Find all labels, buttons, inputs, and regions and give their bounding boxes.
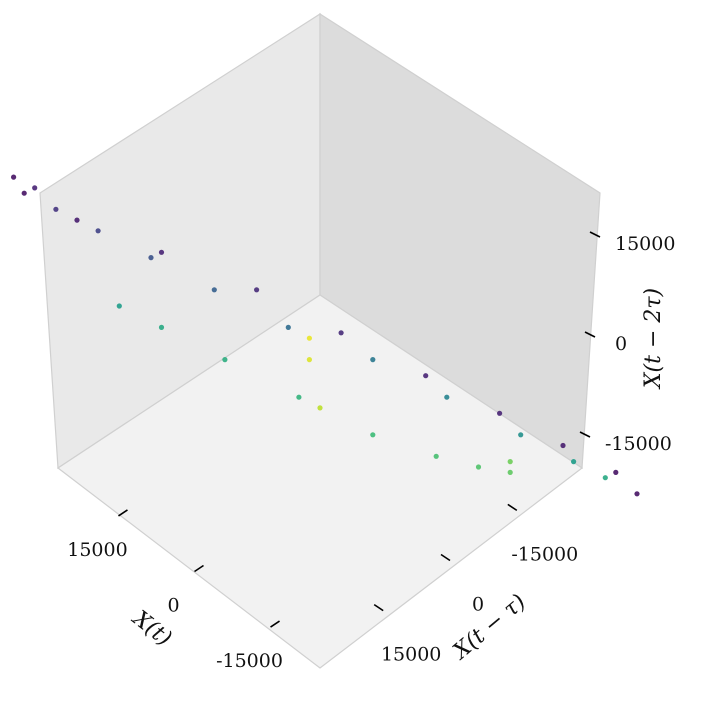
scatter-points	[11, 174, 640, 497]
y-axis-tick	[373, 603, 384, 612]
scatter-point	[116, 303, 122, 309]
scatter-point	[370, 432, 376, 438]
scatter-point	[254, 287, 260, 293]
scatter-point	[222, 357, 228, 363]
scatter-point	[317, 405, 323, 411]
z-axis-tick	[584, 331, 596, 338]
scatter-point	[370, 357, 376, 363]
scatter-point	[296, 394, 302, 400]
scatter-point	[285, 324, 291, 330]
scatter-point	[11, 174, 17, 180]
scatter-point	[95, 228, 101, 234]
scatter-point	[571, 459, 577, 465]
x-axis-tick	[270, 620, 280, 628]
scatter-point	[560, 442, 566, 449]
back-panes	[39, 12, 601, 669]
x-axis-tick-label: 15000	[67, 539, 127, 561]
scatter-point	[148, 255, 154, 261]
y-axis-tick-label: 0	[472, 594, 484, 616]
scatter-point	[158, 249, 165, 255]
scatter-point	[433, 453, 439, 459]
scatter-point	[53, 206, 59, 212]
scatter-point	[306, 357, 312, 363]
scatter-point	[507, 459, 513, 465]
z-axis-tick	[579, 431, 591, 438]
z-axis-tick-label: 15000	[615, 233, 675, 255]
y-axis-tick-label: -15000	[511, 543, 578, 565]
scatter-point	[475, 464, 482, 470]
z-axis-tick	[589, 231, 601, 238]
axis-ticks: 15000 0 -15000 -15000 0 15000 15000 0 -15000	[67, 231, 675, 672]
scatter-point	[423, 373, 429, 379]
scatter-point	[507, 469, 513, 475]
z-axis-label: X(t − 2τ)	[641, 288, 666, 390]
scatter-point	[613, 469, 619, 475]
y-axis-tick	[507, 503, 518, 512]
scatter-point	[497, 410, 503, 416]
x-axis-tick-label: -15000	[216, 650, 283, 672]
scatter-point	[602, 475, 608, 481]
scatter-point	[306, 335, 312, 341]
z-axis-tick-label: 0	[615, 333, 627, 355]
scatter-point	[158, 324, 165, 330]
y-axis-tick	[440, 553, 451, 562]
scatter-point	[444, 394, 450, 400]
scatter-point	[338, 330, 344, 336]
scatter-point	[74, 217, 80, 223]
z-axis-tick-label: -15000	[605, 433, 672, 455]
scatter-point	[634, 491, 640, 497]
pane-floor	[56, 294, 584, 669]
scatter-point	[21, 190, 27, 196]
x-axis-tick-label: 0	[167, 595, 179, 617]
scatter-point	[211, 287, 217, 293]
scatter-point	[32, 185, 38, 191]
x-axis-tick	[194, 564, 204, 573]
y-axis-tick-label: 15000	[381, 644, 441, 666]
y-axis-label: X(t − τ)	[447, 590, 531, 666]
scatter-point	[518, 432, 524, 438]
x-axis-tick	[118, 509, 128, 517]
